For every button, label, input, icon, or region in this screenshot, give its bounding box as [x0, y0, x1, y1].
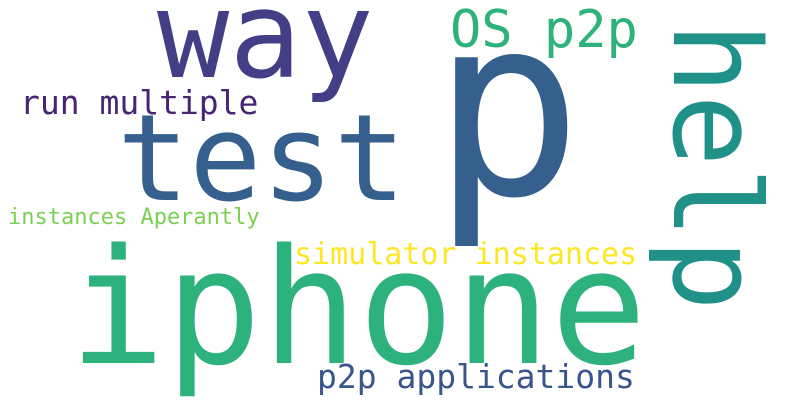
word-way: way — [157, 0, 374, 106]
word-test: test — [117, 90, 406, 229]
word-help: help — [645, 22, 784, 311]
word-p2p-applications: p2p applications — [317, 357, 635, 396]
word-instances-aperantly: instances Aperantly — [8, 205, 260, 230]
word-os-p2p: OS p2p — [450, 0, 638, 60]
word-simulator-instances: simulator instances — [294, 237, 638, 272]
word-run-multiple: run multiple — [20, 83, 259, 122]
word-iphone: iphone — [69, 214, 647, 400]
word-p: p — [432, 0, 583, 253]
